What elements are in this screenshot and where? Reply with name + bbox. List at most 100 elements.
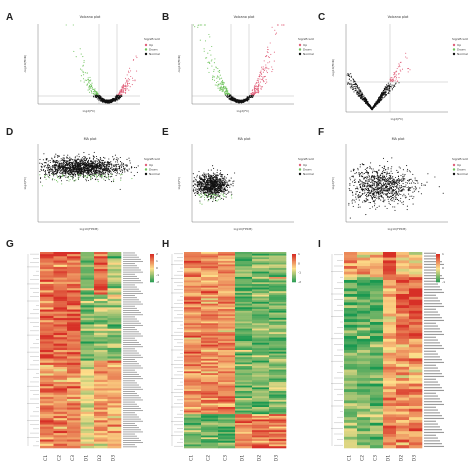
volcano-point <box>352 81 355 83</box>
ma-point <box>373 205 376 207</box>
ma-point <box>89 176 91 178</box>
volcano-point <box>124 86 126 88</box>
legend-label: Up <box>303 43 307 47</box>
volcano-point <box>379 100 381 102</box>
ma-point <box>207 185 209 188</box>
volcano-point <box>118 98 120 100</box>
legend-marker <box>144 52 148 56</box>
volcano-point <box>114 99 116 101</box>
panel-letter-h: H <box>162 239 169 250</box>
volcano-point <box>401 68 404 70</box>
ma-point <box>97 181 99 183</box>
volcano-point <box>109 100 111 102</box>
volcano-point <box>375 102 377 104</box>
ma-point <box>114 165 116 167</box>
volcano-point <box>273 51 275 53</box>
volcano-point <box>234 99 236 101</box>
volcano-point <box>349 83 351 85</box>
ma-point <box>77 158 79 160</box>
ma-point <box>117 158 119 160</box>
volcano-point <box>355 85 357 87</box>
ma-point <box>61 172 63 174</box>
volcano-point <box>377 101 379 103</box>
ma-point <box>119 156 121 159</box>
ma-point <box>63 161 65 163</box>
volcano-point <box>221 79 224 81</box>
volcano-point <box>216 77 218 79</box>
ma-point <box>351 202 353 204</box>
volcano-point <box>93 96 95 98</box>
ma-point <box>363 172 366 175</box>
ma-points <box>192 165 236 205</box>
ma-point <box>121 170 123 172</box>
panel-letter-b: B <box>162 12 169 23</box>
ma-point <box>199 176 201 178</box>
legend-title: Significant <box>298 157 315 161</box>
ma-point <box>220 172 222 174</box>
ma-point <box>225 180 227 182</box>
ma-point <box>66 164 68 167</box>
ma-point <box>370 168 373 170</box>
volcano-point <box>86 83 89 85</box>
ma-point <box>43 175 46 177</box>
ma-point <box>110 181 113 183</box>
ma-point <box>203 181 205 183</box>
ma-point <box>45 161 47 164</box>
ma-point <box>213 173 215 175</box>
ma-point <box>103 175 105 178</box>
ma-point <box>79 165 81 167</box>
volcano-point <box>201 24 203 26</box>
volcano-point <box>399 66 401 68</box>
volcano-point <box>111 101 113 103</box>
ma-point <box>401 202 403 204</box>
ma-point <box>211 187 213 189</box>
ma-point <box>58 177 60 179</box>
volcano-point <box>371 109 373 111</box>
volcano-point <box>355 88 357 90</box>
ma-point <box>219 180 221 182</box>
ma-point <box>207 192 209 194</box>
ma-point <box>94 160 96 162</box>
ma-point <box>90 175 92 177</box>
ma-point <box>202 176 204 178</box>
ma-point <box>216 184 218 186</box>
volcano-point <box>222 88 224 90</box>
volcano-point <box>84 79 86 81</box>
volcano-point <box>355 93 358 95</box>
ma-point <box>101 172 103 174</box>
volcano-point <box>266 70 268 72</box>
x-axis-label: log2(FC) <box>237 109 250 113</box>
ma-point <box>218 187 220 189</box>
volcano-point <box>398 77 400 79</box>
ma-plot-f: MA plot log10(FPKM) log2(FC) <box>331 137 448 231</box>
ma-point <box>379 165 381 167</box>
ma-point <box>64 164 66 166</box>
volcano-point <box>262 77 264 80</box>
ma-point <box>101 159 104 161</box>
ma-point <box>89 170 91 173</box>
ma-point <box>210 169 212 171</box>
ma-point <box>88 169 90 171</box>
ma-point <box>66 160 68 162</box>
ma-point <box>94 166 96 168</box>
legend-marker <box>144 172 148 176</box>
ma-point <box>136 171 138 173</box>
ma-point <box>224 187 226 189</box>
ma-point <box>213 180 215 182</box>
ma-point <box>87 163 89 165</box>
volcano-point <box>391 79 393 81</box>
volcano-point <box>357 95 360 97</box>
ma-point <box>400 197 402 199</box>
ma-point <box>124 167 126 169</box>
ma-point <box>51 157 53 159</box>
ma-point <box>209 191 211 193</box>
volcano-point <box>267 56 270 58</box>
ma-point <box>418 191 420 193</box>
ma-point <box>85 164 87 167</box>
ma-point <box>214 173 216 175</box>
legend-label: Up <box>149 43 153 47</box>
ma-point <box>399 200 401 202</box>
volcano-point <box>223 86 225 88</box>
volcano-point <box>221 81 223 83</box>
ma-point <box>207 200 209 202</box>
